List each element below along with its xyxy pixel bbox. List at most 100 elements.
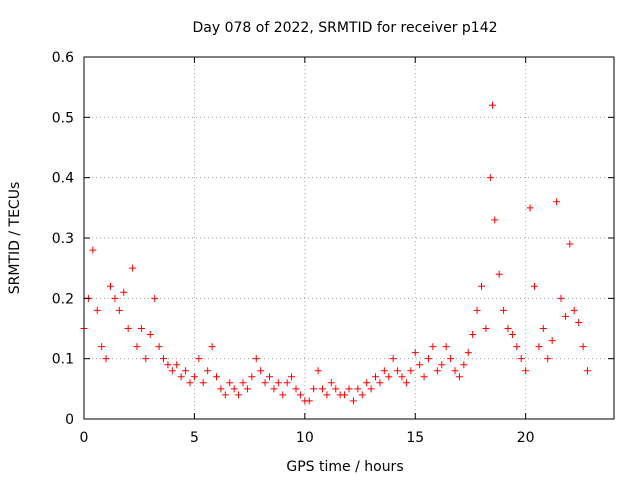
data-point — [531, 282, 538, 290]
data-point — [274, 379, 282, 387]
data-point — [266, 373, 273, 381]
data-point — [133, 343, 141, 351]
data-point — [482, 325, 490, 332]
data-point — [548, 337, 556, 345]
data-point — [354, 385, 362, 393]
data-point — [168, 367, 176, 375]
data-point — [429, 343, 437, 351]
data-point — [425, 355, 432, 363]
data-point — [522, 367, 530, 375]
data-point — [469, 331, 477, 339]
data-point — [190, 373, 198, 381]
data-point — [385, 373, 393, 381]
data-point — [279, 391, 287, 399]
data-point — [319, 385, 326, 393]
data-point — [570, 306, 578, 314]
data-point — [420, 373, 428, 381]
data-point — [177, 373, 185, 381]
data-point — [314, 367, 322, 375]
y-axis-label: SRMTID / TECUs — [7, 182, 23, 295]
data-point — [129, 264, 137, 272]
data-point — [584, 367, 591, 375]
data-point — [398, 373, 406, 381]
x-tick-label: 15 — [406, 430, 424, 446]
data-point — [345, 385, 353, 393]
data-point — [292, 385, 300, 393]
data-point — [327, 379, 335, 387]
data-point — [455, 373, 463, 381]
data-point — [257, 367, 265, 375]
data-point — [539, 325, 547, 332]
data-point — [186, 379, 194, 387]
data-point — [341, 391, 349, 399]
data-point — [495, 270, 503, 278]
data-point — [296, 391, 304, 399]
y-tick-label: 0.2 — [52, 291, 74, 307]
data-point — [243, 385, 251, 393]
data-point — [433, 367, 441, 375]
data-point — [508, 331, 516, 339]
y-tick-label: 0.1 — [52, 352, 74, 368]
data-point — [151, 294, 159, 302]
data-point — [195, 355, 203, 363]
data-point — [566, 240, 574, 248]
y-tick-label: 0.4 — [52, 171, 74, 187]
data-point — [513, 343, 521, 351]
data-point — [283, 379, 291, 387]
data-point — [402, 379, 410, 387]
data-point — [204, 367, 212, 375]
data-point — [98, 343, 106, 351]
y-tick-label: 0.5 — [52, 110, 74, 126]
data-point — [208, 343, 216, 351]
y-tick-label: 0.6 — [52, 50, 74, 66]
data-point — [372, 373, 379, 381]
data-point — [221, 391, 229, 399]
data-point — [199, 379, 207, 387]
data-point — [473, 306, 481, 314]
data-point — [115, 306, 123, 314]
data-point — [358, 391, 366, 399]
data-point — [226, 379, 234, 387]
data-point — [124, 325, 132, 332]
data-point — [213, 373, 220, 381]
data-point — [102, 355, 110, 363]
data-point — [579, 343, 587, 351]
data-point — [447, 355, 455, 363]
data-point — [89, 246, 97, 254]
data-point — [288, 373, 296, 381]
chart-title: Day 078 of 2022, SRMTID for receiver p14… — [192, 20, 497, 36]
x-tick-label: 5 — [190, 430, 199, 446]
data-point — [182, 367, 190, 375]
data-point — [367, 385, 375, 393]
data-point — [557, 294, 565, 302]
x-tick-label: 10 — [296, 430, 314, 446]
data-point — [486, 174, 494, 182]
data-point — [248, 373, 256, 381]
data-point — [111, 294, 119, 302]
grid-layer — [84, 57, 614, 419]
data-point — [239, 379, 247, 387]
data-point — [107, 282, 114, 290]
data-point — [460, 361, 468, 369]
x-tick-label: 0 — [80, 430, 89, 446]
data-point — [407, 367, 415, 375]
data-point — [142, 355, 150, 363]
data-point — [230, 385, 238, 393]
data-point — [137, 325, 145, 332]
data-point — [120, 288, 128, 296]
data-point — [491, 216, 499, 224]
data-point — [305, 397, 313, 405]
data-point — [535, 343, 543, 351]
data-point — [553, 198, 561, 206]
data-point — [504, 325, 512, 332]
data-point — [261, 379, 269, 387]
data-point — [411, 349, 419, 357]
data-point — [478, 282, 485, 290]
y-tick-label: 0 — [65, 412, 74, 428]
data-point — [438, 361, 446, 369]
data-point — [217, 385, 225, 393]
data-point — [575, 318, 583, 326]
data-point — [394, 367, 402, 375]
data-point — [544, 355, 552, 363]
